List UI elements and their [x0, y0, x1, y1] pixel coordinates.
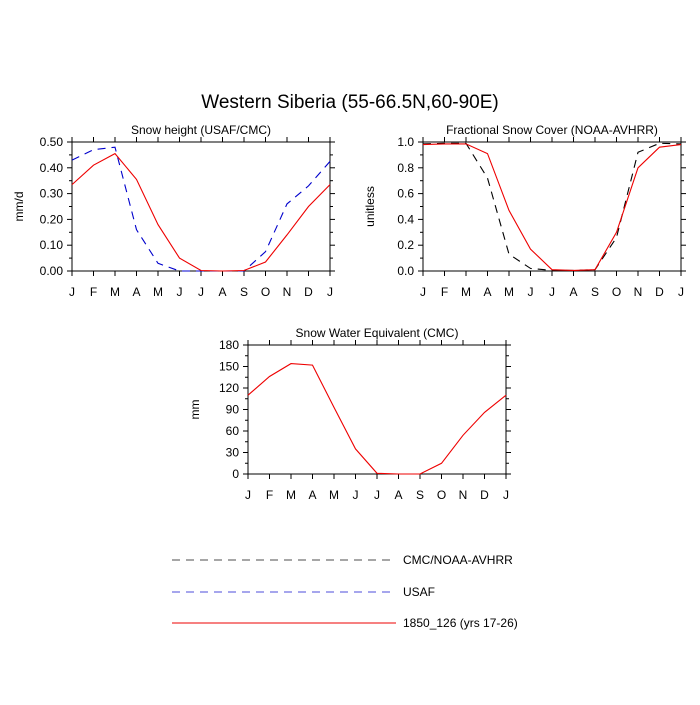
snow-cover-ytick-label: 0.0: [397, 264, 414, 278]
swe-plot-frame: [247, 344, 507, 475]
snow-height-xtick-label: O: [261, 285, 270, 299]
snow-height-ytick-label: 0.30: [40, 187, 64, 201]
snow-cover-title: Fractional Snow Cover (NOAA-AVHRR): [446, 123, 658, 137]
swe-xtick-label: M: [329, 488, 339, 502]
snow-cover-ytick-label: 1.0: [397, 135, 414, 149]
legend-label-1: USAF: [403, 585, 435, 599]
snow-height-series-usaf: [71, 146, 331, 272]
snow-height-xtick-label: J: [198, 285, 204, 299]
snow-cover-ylabel: unitless: [363, 186, 377, 227]
snow-height-ytick-label: 0.00: [40, 264, 64, 278]
snow-cover-xtick-label: A: [483, 285, 491, 299]
snow-cover-xtick-label: A: [569, 285, 577, 299]
snow-height-xtick-label: M: [110, 285, 120, 299]
swe-xtick-label: A: [394, 488, 402, 502]
snow-height-plot-frame: [71, 141, 331, 272]
snow-cover-plot-frame: [422, 141, 682, 272]
snow-cover-ytick-label: 0.6: [397, 187, 414, 201]
legend-label-0: CMC/NOAA-AVHRR: [403, 553, 513, 567]
snow-cover-xtick-label: M: [504, 285, 514, 299]
swe-ytick-label: 180: [219, 338, 239, 352]
figure-title: Western Siberia (55-66.5N,60-90E): [201, 92, 498, 113]
snow-height-xtick-label: S: [240, 285, 248, 299]
swe-xtick-label: M: [286, 488, 296, 502]
swe-ytick-label: 150: [219, 360, 239, 374]
snow-cover-ytick-label: 0.2: [397, 238, 414, 252]
snow-height-ytick-label: 0.10: [40, 238, 64, 252]
snow-cover-xtick-label: J: [528, 285, 534, 299]
snow-cover-xtick-label: F: [441, 285, 448, 299]
swe-xtick-label: A: [308, 488, 316, 502]
swe-ytick-label: 90: [226, 403, 240, 417]
snow-cover-series-model: [422, 143, 682, 271]
snow-height-ytick-label: 0.50: [40, 135, 64, 149]
snow-height-ytick-label: 0.20: [40, 212, 64, 226]
snow-cover-xtick-label: J: [678, 285, 684, 299]
swe-xtick-label: D: [480, 488, 489, 502]
snow-cover-ytick-label: 0.4: [397, 212, 414, 226]
legend: CMC/NOAA-AVHRR USAF 1850_126 (yrs 17-26): [172, 553, 518, 630]
snow-height-xtick-label: N: [283, 285, 292, 299]
legend-label-2: 1850_126 (yrs 17-26): [403, 616, 518, 630]
swe-panel: Snow Water Equivalent (CMC) mm 0 30 60 90 120 1…: [188, 326, 511, 502]
snow-height-title: Snow height (USAF/CMC): [131, 123, 271, 137]
snow-cover-xtick-label: N: [634, 285, 643, 299]
snow-cover-series-obs: [422, 142, 682, 271]
swe-xtick-label: O: [437, 488, 446, 502]
swe-ytick-label: 60: [226, 424, 240, 438]
swe-ytick-label: 120: [219, 381, 239, 395]
snow-cover-panel: Fractional Snow Cover (NOAA-AVHRR) unitle…: [363, 123, 686, 299]
snow-cover-ytick-label: 0.8: [397, 161, 414, 175]
snow-height-xtick-label: J: [69, 285, 75, 299]
snow-height-xtick-label: A: [132, 285, 140, 299]
snow-height-xtick-label: J: [177, 285, 183, 299]
swe-ytick-label: 0: [232, 467, 239, 481]
snow-cover-xtick-label: O: [612, 285, 621, 299]
snow-height-panel: Snow height (USAF/CMC) mm/d 0.00 0.10 0.20 0.…: [12, 123, 335, 299]
snow-cover-xtick-label: J: [420, 285, 426, 299]
swe-xtick-label: S: [416, 488, 424, 502]
snow-height-xtick-label: A: [218, 285, 226, 299]
swe-xtick-label: J: [353, 488, 359, 502]
swe-ylabel: mm: [188, 400, 202, 420]
snow-height-series-model: [71, 152, 331, 272]
snow-height-xtick-label: F: [90, 285, 97, 299]
snow-height-xtick-label: M: [153, 285, 163, 299]
snow-cover-xtick-label: J: [549, 285, 555, 299]
swe-xtick-label: J: [503, 488, 509, 502]
snow-cover-xtick-label: M: [461, 285, 471, 299]
swe-xtick-label: J: [245, 488, 251, 502]
swe-title: Snow Water Equivalent (CMC): [296, 326, 459, 340]
swe-xtick-label: N: [459, 488, 468, 502]
swe-xtick-label: F: [266, 488, 273, 502]
snow-height-ylabel: mm/d: [12, 192, 26, 222]
swe-ytick-label: 30: [226, 446, 240, 460]
swe-xtick-label: J: [374, 488, 380, 502]
snow-height-xtick-label: J: [327, 285, 333, 299]
snow-cover-xtick-label: D: [655, 285, 664, 299]
snow-height-ytick-label: 0.40: [40, 161, 64, 175]
snow-height-xtick-label: D: [304, 285, 313, 299]
snow-cover-xtick-label: S: [591, 285, 599, 299]
swe-series-model: [247, 363, 507, 475]
